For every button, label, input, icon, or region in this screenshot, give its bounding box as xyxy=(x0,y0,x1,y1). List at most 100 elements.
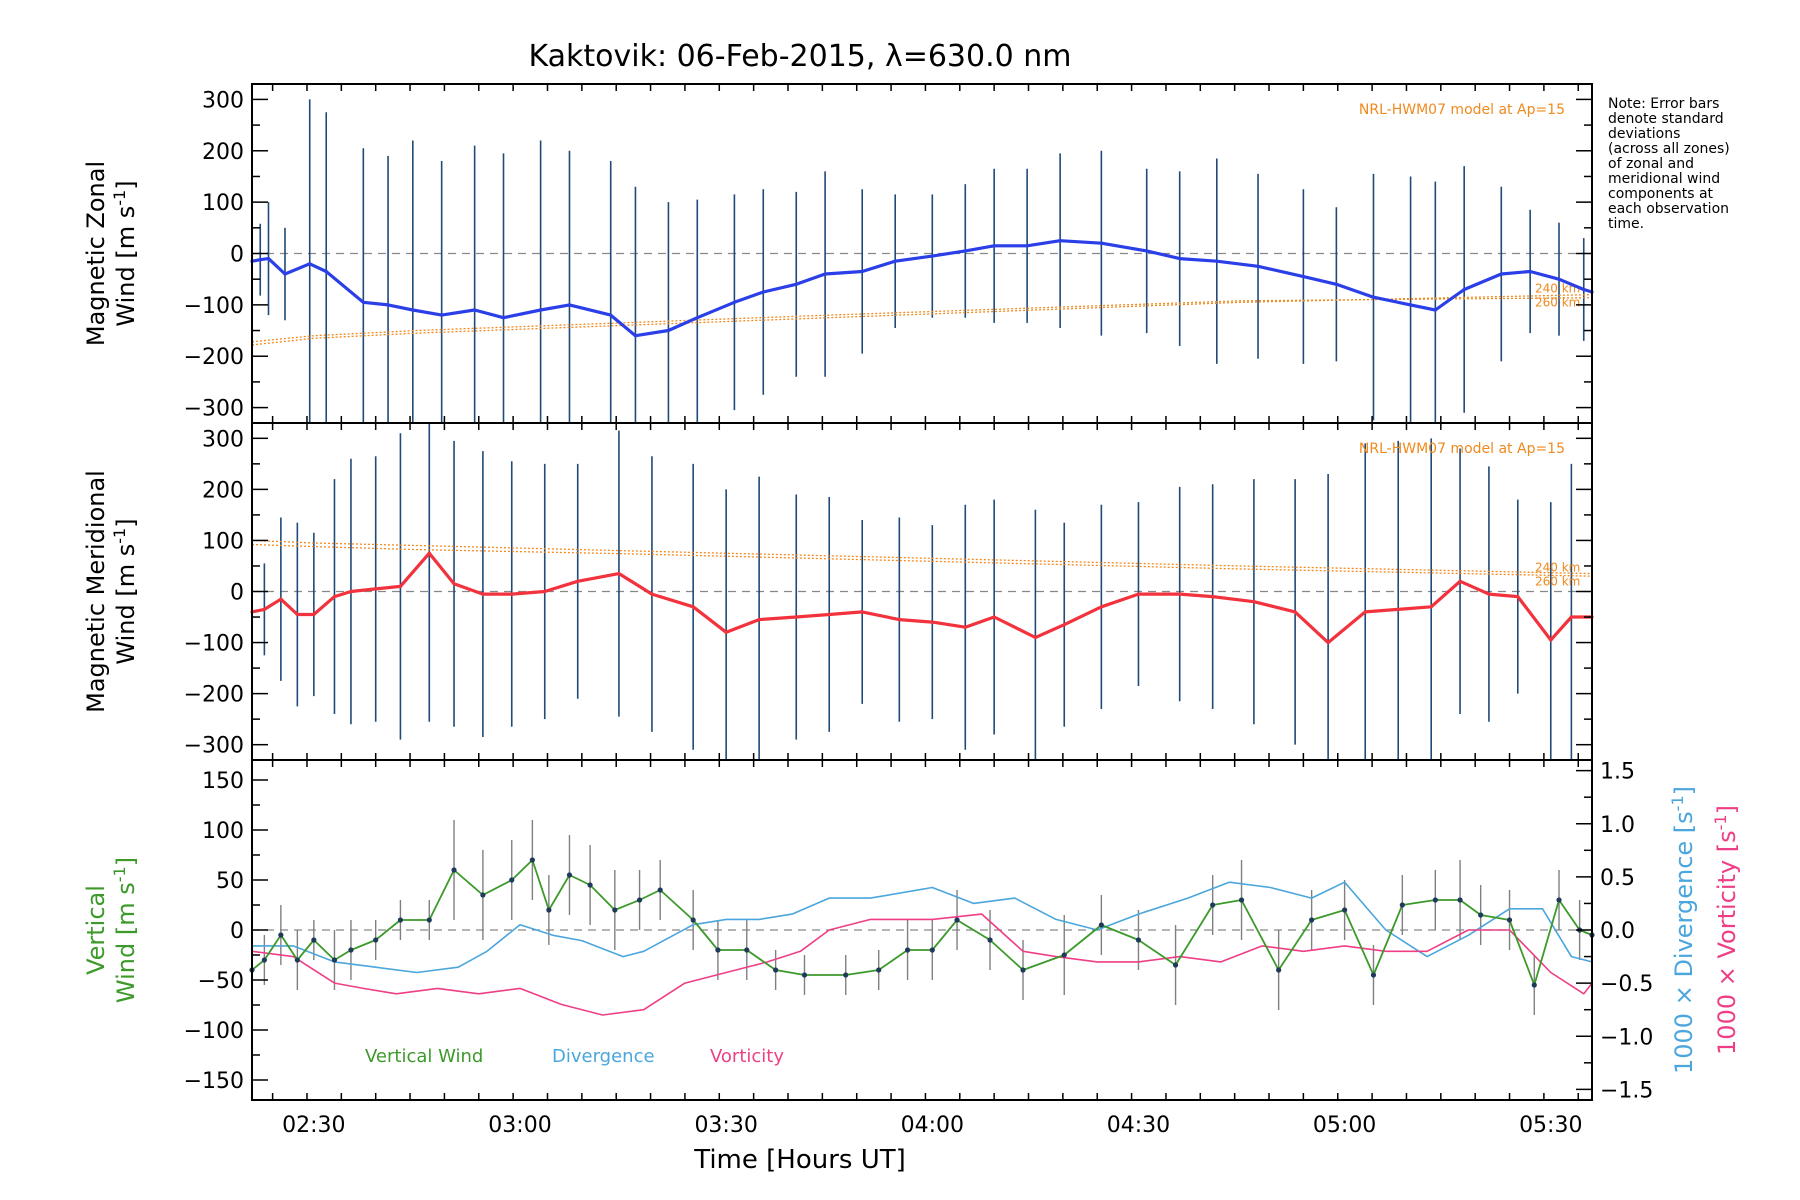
zonal-y-tick-label: 300 xyxy=(202,88,244,113)
zonal-wind-point xyxy=(258,258,262,262)
meridional-y-tick-label: 0 xyxy=(230,581,244,606)
meridional-wind-point xyxy=(1099,605,1103,609)
meridional-wind-point xyxy=(1549,638,1553,642)
zonal-wind-point xyxy=(794,282,798,286)
x-axis-label: Time [Hours UT] xyxy=(693,1145,906,1175)
vertical-wind-point xyxy=(587,882,593,888)
meridional-wind-point xyxy=(1516,595,1520,599)
vertical-wind-point xyxy=(451,867,457,873)
meridional-wind-point xyxy=(543,589,547,594)
x-tick-label: 03:00 xyxy=(488,1113,551,1138)
zonal-wind-point xyxy=(1433,308,1437,312)
vertical-wind-point xyxy=(1457,897,1463,903)
meridional-wind-point xyxy=(349,589,353,594)
meridional-wind-point xyxy=(1062,623,1066,627)
meridional-wind-point xyxy=(295,612,299,617)
meridional-wind-point xyxy=(262,607,266,611)
note-line: of zonal and xyxy=(1608,156,1694,172)
zonal-wind-point xyxy=(860,269,864,274)
vertical-wind-point xyxy=(278,932,284,938)
vertical-panel: 150 100 50 0 −50 −100 −150 1.5 1.0 0.5 0.0 −0.5 −1.0… xyxy=(82,759,1741,1103)
vertical-wind-point xyxy=(1309,917,1315,923)
right-y-tick-label: 1.5 xyxy=(1600,760,1635,785)
x-tick-label: 04:30 xyxy=(1107,1113,1170,1138)
meridional-wind-point xyxy=(1363,610,1367,614)
zonal-wind-point xyxy=(761,290,765,294)
zonal-wind-point xyxy=(324,269,328,274)
meridional-wind-point xyxy=(1458,579,1462,583)
zonal-wind-point xyxy=(1301,275,1305,279)
vertical-y-tick-label: −100 xyxy=(184,1019,244,1044)
zonal-wind-point xyxy=(1145,249,1149,253)
vertical-wind-point xyxy=(1342,907,1348,913)
zonal-wind-point xyxy=(283,272,287,276)
vertical-wind-point xyxy=(744,947,750,953)
x-tick-labels: 02:30 03:00 03:30 04:00 04:30 05:00 05:30 xyxy=(282,1113,1582,1138)
zonal-model-km-label: 260 km xyxy=(1535,296,1580,310)
zonal-wind-point xyxy=(361,300,365,304)
vertical-wind-point xyxy=(397,917,404,923)
x-tick-label: 03:30 xyxy=(694,1113,757,1138)
vertical-wind-point xyxy=(311,937,317,943)
vertical-wind-point xyxy=(843,972,849,978)
zonal-y-tick-label: −100 xyxy=(184,294,244,319)
meridional-wind-point xyxy=(312,612,316,617)
meridional-wind-point xyxy=(398,584,403,588)
meridional-y-tick-label: −100 xyxy=(184,632,244,657)
vertical-wind-point xyxy=(1506,917,1513,923)
meridional-y-tick-label: 200 xyxy=(202,478,244,503)
note-line: denote standard xyxy=(1608,111,1724,127)
note-line: Note: Error bars xyxy=(1608,96,1719,112)
meridional-wind-point xyxy=(724,630,728,634)
right-y-tick-label: 1.0 xyxy=(1600,813,1635,838)
meridional-wind-point xyxy=(279,597,283,601)
vertical-wind-point xyxy=(904,947,911,953)
meridional-wind-point xyxy=(930,620,934,624)
meridional-y-tick-label: 300 xyxy=(202,427,244,452)
meridional-wind-point xyxy=(860,610,864,614)
meridional-wind-point xyxy=(452,582,456,586)
legend-entry: Divergence xyxy=(552,1046,655,1067)
vertical-wind-point xyxy=(1210,902,1216,908)
note-line: each observation xyxy=(1608,201,1729,217)
zonal-wind-point xyxy=(1557,277,1561,281)
zonal-wind-point xyxy=(1025,244,1029,248)
vertical-wind-point xyxy=(801,972,808,978)
divergence-axis-label: 1000 × Divergence [s-1] xyxy=(1668,786,1698,1074)
vertical-wind-point xyxy=(546,907,552,913)
meridional-wind-point xyxy=(992,615,996,619)
vertical-wind-point xyxy=(261,957,267,963)
zonal-wind-point xyxy=(609,313,613,317)
zonal-model-240-line xyxy=(251,293,1593,346)
vertical-wind-line xyxy=(251,859,1593,986)
meridional-wind-point xyxy=(963,625,967,629)
vertical-wind-point xyxy=(480,892,486,898)
meridional-wind-point xyxy=(897,617,901,622)
zonal-wind-point xyxy=(1099,241,1103,245)
zonal-wind-point xyxy=(666,328,671,333)
vertical-wind-point xyxy=(612,907,618,913)
right-y-tick-label: −1.5 xyxy=(1600,1078,1653,1103)
meridional-wind-point xyxy=(332,595,337,599)
zonal-wind-point xyxy=(893,259,897,263)
meridional-wind-point xyxy=(617,572,621,576)
zonal-wind-point xyxy=(567,303,572,307)
vertical-wind-point xyxy=(657,887,663,893)
zonal-wind-point xyxy=(1582,287,1586,292)
right-y-tick-label: −1.0 xyxy=(1600,1025,1653,1050)
zonal-wind-point xyxy=(473,308,477,312)
zonal-y-axis-label: Magnetic ZonalWind [m s-1] xyxy=(82,161,140,346)
zonal-wind-point xyxy=(1528,269,1532,274)
vertical-y-axis-label: VerticalWind [m s-1] xyxy=(82,857,140,1003)
vertical-wind-point xyxy=(1370,972,1377,978)
meridional-wind-point xyxy=(757,617,761,622)
meridional-model-240-line xyxy=(251,539,1593,575)
zonal-wind-point xyxy=(930,254,934,258)
vertical-wind-point xyxy=(1238,897,1245,903)
x-tick-label: 04:00 xyxy=(901,1113,964,1138)
zonal-y-tick-label: −300 xyxy=(184,397,244,422)
meridional-wind-point xyxy=(1293,610,1297,614)
